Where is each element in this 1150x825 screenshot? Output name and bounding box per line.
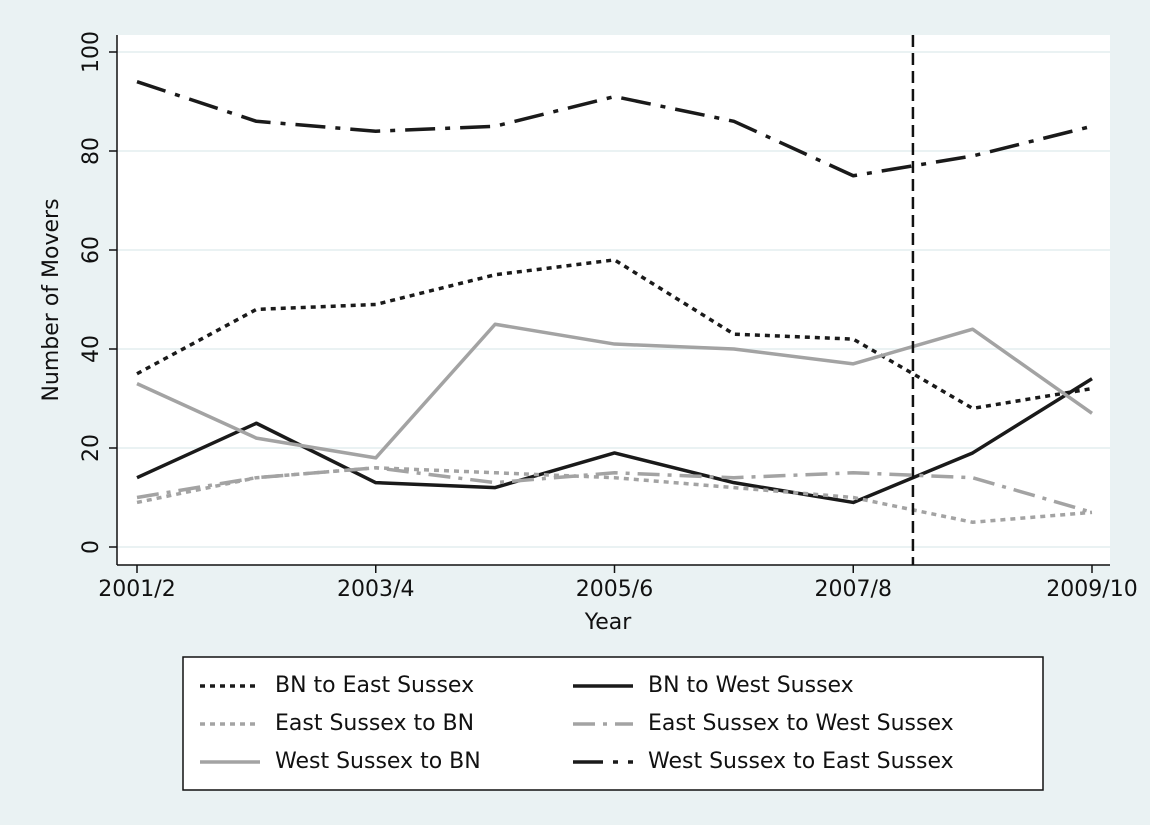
y-tick-label: 80 [79,137,104,165]
series-line [136,322,1094,460]
y-tick-label: 20 [79,434,104,462]
series-line [136,466,1093,515]
x-tick-label: 2005/6 [576,577,653,602]
x-axis-label: Year [584,610,633,635]
plot-area [117,35,1110,565]
legend-label: BN to East Sussex [275,673,474,698]
series-line [136,258,1093,411]
legend-label: East Sussex to BN [275,711,474,736]
legend-box [182,656,1044,791]
y-tick-label: 100 [79,31,104,73]
y-axis-label: Number of Movers [39,198,64,401]
legend-label: BN to West Sussex [648,673,854,698]
legend-label: West Sussex to East Sussex [648,749,954,774]
y-tick-label: 40 [79,335,104,363]
legend-label: West Sussex to BN [275,749,481,774]
x-tick-label: 2007/8 [815,577,892,602]
series-line [136,80,1093,178]
x-tick-label: 2003/4 [337,577,414,602]
y-tick-label: 60 [79,236,104,264]
series-line [136,466,1093,524]
x-tick-label: 2001/2 [98,577,175,602]
x-tick-label: 2009/10 [1046,577,1137,602]
legend-label: East Sussex to West Sussex [648,711,954,736]
y-tick-label: 0 [79,540,104,554]
